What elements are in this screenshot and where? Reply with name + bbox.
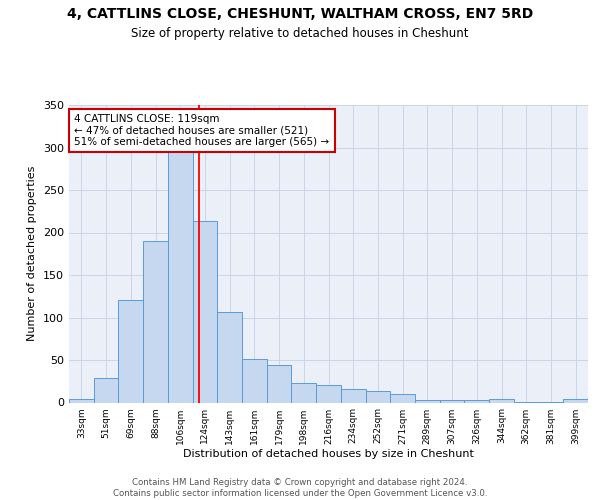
Bar xyxy=(94,378,118,402)
Bar xyxy=(267,365,292,403)
X-axis label: Distribution of detached houses by size in Cheshunt: Distribution of detached houses by size … xyxy=(183,450,474,460)
Bar xyxy=(193,222,217,402)
Bar xyxy=(69,399,94,402)
Text: Size of property relative to detached houses in Cheshunt: Size of property relative to detached ho… xyxy=(131,28,469,40)
Bar xyxy=(365,392,390,402)
Text: Contains HM Land Registry data © Crown copyright and database right 2024.
Contai: Contains HM Land Registry data © Crown c… xyxy=(113,478,487,498)
Bar xyxy=(118,300,143,403)
Bar xyxy=(489,399,514,402)
Y-axis label: Number of detached properties: Number of detached properties xyxy=(28,166,37,342)
Bar xyxy=(341,389,365,402)
Bar xyxy=(464,400,489,402)
Text: 4 CATTLINS CLOSE: 119sqm
← 47% of detached houses are smaller (521)
51% of semi-: 4 CATTLINS CLOSE: 119sqm ← 47% of detach… xyxy=(74,114,329,147)
Text: 4, CATTLINS CLOSE, CHESHUNT, WALTHAM CROSS, EN7 5RD: 4, CATTLINS CLOSE, CHESHUNT, WALTHAM CRO… xyxy=(67,8,533,22)
Bar xyxy=(143,241,168,402)
Bar xyxy=(217,312,242,402)
Bar xyxy=(292,383,316,402)
Bar xyxy=(563,399,588,402)
Bar xyxy=(316,384,341,402)
Bar xyxy=(168,127,193,402)
Bar xyxy=(415,400,440,402)
Bar xyxy=(440,400,464,402)
Bar xyxy=(390,394,415,402)
Bar xyxy=(242,359,267,403)
